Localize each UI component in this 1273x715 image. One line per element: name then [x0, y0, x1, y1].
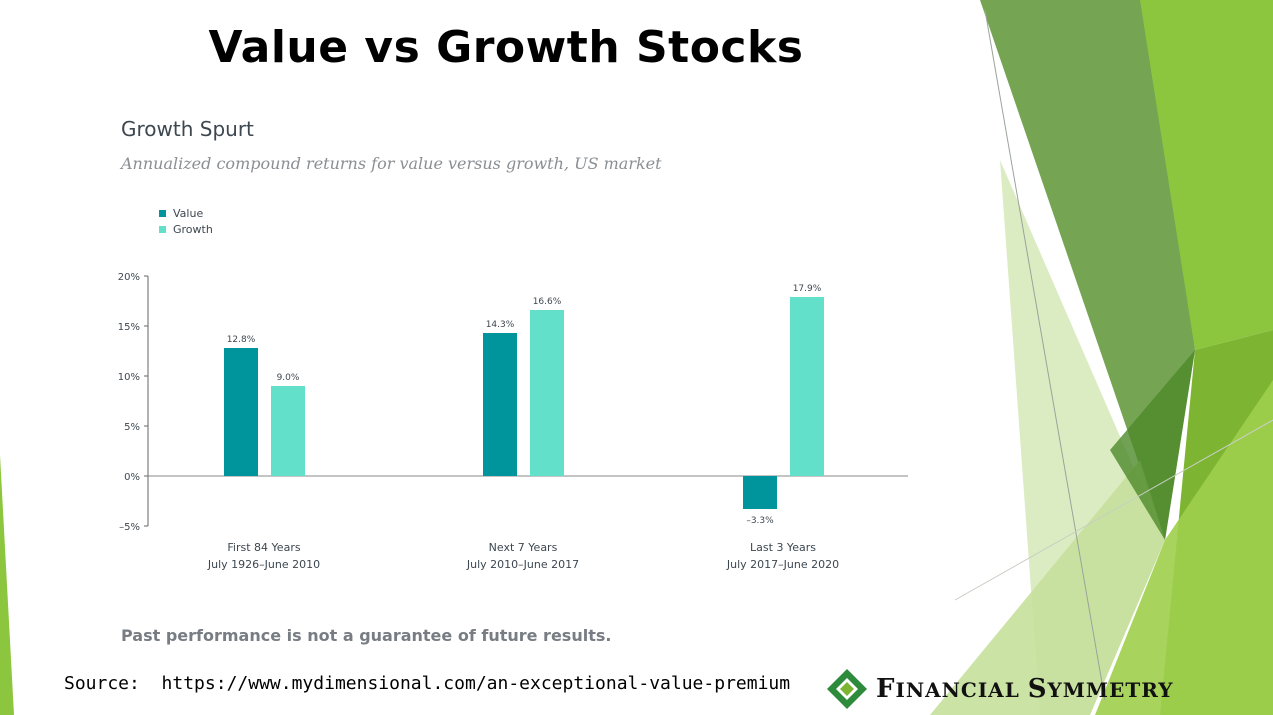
y-tick-label: 15%: [118, 322, 140, 333]
legend-swatch-growth: [159, 225, 166, 233]
y-tick-label: –5%: [119, 522, 140, 533]
chart-subtitle: Annualized compound returns for value ve…: [121, 154, 662, 173]
source-link[interactable]: https://www.mydimensional.com/an-excepti…: [161, 673, 791, 694]
slide-title: Value vs Growth Stocks: [208, 22, 804, 73]
right-triangle-2: [1140, 0, 1273, 350]
disclaimer-text: Past performance is not a guarantee of f…: [121, 626, 612, 645]
y-tick-label: 10%: [118, 372, 140, 383]
bar-chart: 20% 15% 10% 5% 0% –5% 12.8% 9.0% First 84 Years J…: [118, 272, 908, 571]
y-tick-label: 5%: [124, 422, 140, 433]
x-category-label: July 2010–June 2017: [466, 558, 579, 571]
thin-diagonal-line: [984, 9, 1106, 701]
x-category-label: July 2017–June 2020: [726, 558, 839, 571]
bar-value-3: [743, 476, 777, 509]
data-label: 14.3%: [486, 320, 515, 330]
data-label: 9.0%: [277, 373, 300, 383]
bar-value-1: [224, 348, 258, 476]
x-category-label: First 84 Years: [227, 541, 300, 554]
bar-growth-2: [530, 310, 564, 476]
source-label: Source:: [64, 673, 140, 694]
brand-wordmark-2: INANCIAL: [895, 678, 1028, 702]
legend-label-value: Value: [173, 206, 204, 220]
data-label: 17.9%: [793, 284, 822, 294]
bar-growth-1: [271, 386, 305, 476]
data-label: 12.8%: [227, 335, 256, 345]
x-category-label: Last 3 Years: [750, 541, 816, 554]
data-label: –3.3%: [746, 516, 774, 526]
source-line: Source: https://www.mydimensional.com/an…: [64, 673, 790, 694]
y-tick-label: 0%: [124, 472, 140, 483]
left-green-wedge: [0, 455, 14, 715]
brand-wordmark-3: S: [1027, 674, 1048, 704]
right-triangle-1: [980, 0, 1195, 540]
legend-label-growth: Growth: [173, 222, 213, 236]
x-category-label: July 1926–June 2010: [207, 558, 320, 571]
legend-item-value: Value: [159, 205, 213, 221]
x-category-label: Next 7 Years: [489, 541, 558, 554]
right-triangle-5: [1095, 380, 1273, 715]
bar-value-2: [483, 333, 517, 476]
brand-wordmark-4: YMMETRY: [1047, 678, 1174, 702]
y-tick-label: 20%: [118, 272, 140, 283]
data-label: 16.6%: [533, 297, 562, 307]
brand-logo: FINANCIAL SYMMETRY: [826, 668, 1173, 710]
legend-swatch-value: [159, 209, 166, 217]
brand-name: FINANCIAL SYMMETRY: [876, 674, 1173, 704]
diamond-logo-icon: [827, 669, 867, 709]
chart-legend: Value Growth: [159, 205, 213, 237]
bar-growth-3: [790, 297, 824, 476]
brand-wordmark-1: F: [876, 674, 896, 704]
chart-title: Growth Spurt: [121, 117, 254, 141]
thin-diagonal-line-2: [954, 419, 1273, 601]
legend-item-growth: Growth: [159, 221, 213, 237]
right-triangle-6: [930, 460, 1165, 715]
right-triangle-7: [1110, 350, 1195, 540]
